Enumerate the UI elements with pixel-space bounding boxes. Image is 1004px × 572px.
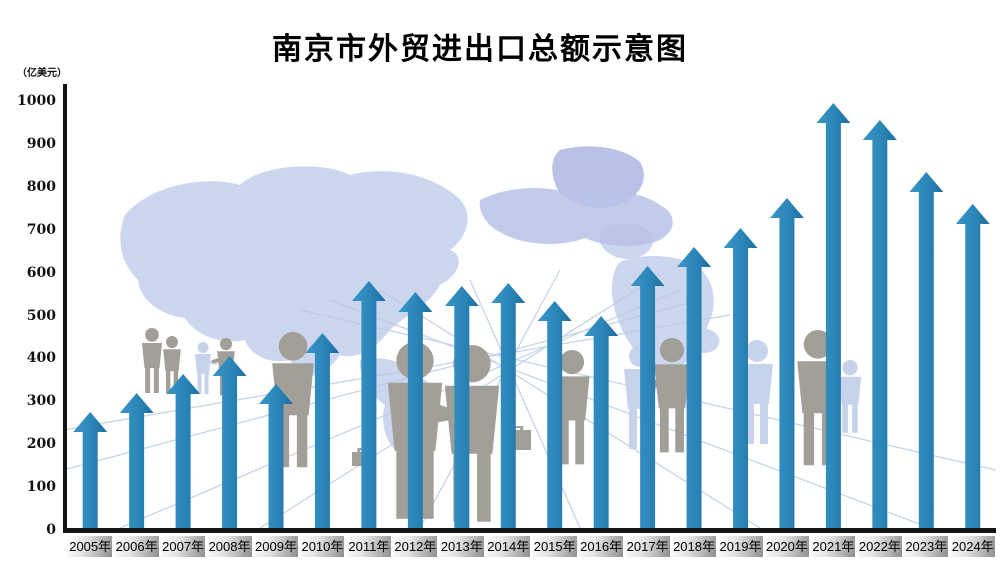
person-silhouette-icon xyxy=(741,340,773,444)
x-tick-label: 2018年 xyxy=(672,536,717,557)
x-tick-label: 2006年 xyxy=(114,536,159,557)
x-tick-label: 2019年 xyxy=(718,536,763,557)
x-tick-label: 2014年 xyxy=(486,536,531,557)
person-silhouette-icon xyxy=(195,342,217,394)
x-tick-label: 2020年 xyxy=(764,536,809,557)
y-tick-label: 1000 xyxy=(17,93,56,109)
x-tick-label: 2011年 xyxy=(346,536,391,557)
y-tick-label: 0 xyxy=(46,522,56,538)
x-axis-line xyxy=(63,528,996,533)
person-silhouette-icon xyxy=(650,338,690,453)
x-tick-label: 2021年 xyxy=(811,536,856,557)
world-map-icon xyxy=(120,146,720,451)
y-tick-label: 100 xyxy=(26,479,56,496)
y-tick-label: 300 xyxy=(26,393,56,410)
y-tick-label: 200 xyxy=(26,436,56,453)
chart-title: 南京市外贸进出口总额示意图 xyxy=(272,33,688,66)
x-tick-label: 2023年 xyxy=(904,536,949,557)
x-tick-label: 2007年 xyxy=(161,536,206,557)
x-tick-label: 2009年 xyxy=(254,536,298,557)
x-tick-label: 2005年 xyxy=(68,536,113,557)
x-tick-label: 2013年 xyxy=(439,536,484,557)
x-tick-label: 2012年 xyxy=(393,536,438,557)
y-tick-label: 600 xyxy=(26,264,56,281)
y-tick-label: 800 xyxy=(26,178,56,195)
person-silhouette-icon xyxy=(142,328,162,393)
briefcase-icon xyxy=(560,388,576,404)
x-tick-label: 2010年 xyxy=(300,536,345,557)
y-tick-label: 500 xyxy=(26,307,56,324)
x-tick-label: 2016年 xyxy=(579,536,624,557)
x-tick-label: 2015年 xyxy=(532,536,577,557)
y-axis-line xyxy=(63,84,67,533)
x-tick-label: 2017年 xyxy=(625,536,670,557)
x-tick-label: 2008年 xyxy=(207,536,252,557)
y-tick-label: 700 xyxy=(26,221,56,238)
y-axis-unit-label: （亿美元） xyxy=(17,68,67,79)
y-tick-label: 900 xyxy=(26,135,56,152)
y-tick-label: 400 xyxy=(26,350,56,367)
x-tick-label: 2024年 xyxy=(950,536,995,557)
person-silhouette-icon xyxy=(838,360,862,433)
x-tick-label: 2022年 xyxy=(857,536,902,557)
